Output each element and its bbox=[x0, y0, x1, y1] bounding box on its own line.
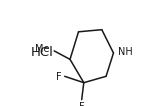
Text: F: F bbox=[56, 72, 62, 82]
Text: Me: Me bbox=[35, 44, 50, 54]
Text: NH: NH bbox=[118, 47, 133, 57]
Text: F: F bbox=[79, 102, 85, 106]
Text: HCl: HCl bbox=[30, 47, 53, 59]
